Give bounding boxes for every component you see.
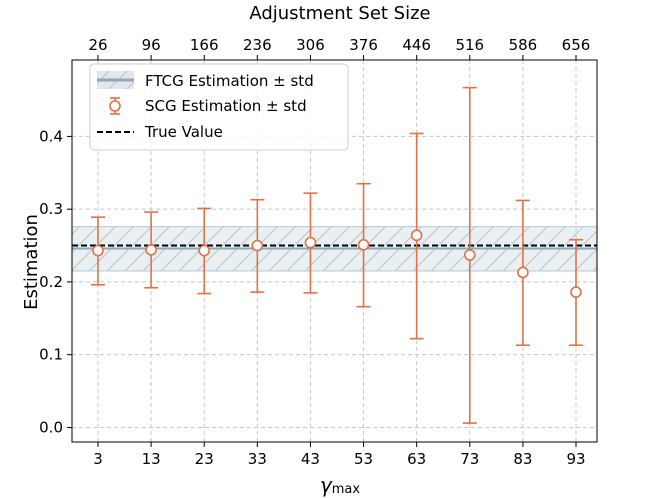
top-x-tick-label: 586 [509, 36, 538, 54]
x-axis-label-main: γ [320, 473, 333, 497]
scg-point [570, 286, 582, 298]
legend-box [89, 63, 349, 151]
y-tick-label: 0.3 [39, 200, 63, 218]
top-x-tick-label: 656 [562, 36, 591, 54]
axis-ticks: 3 26 13 96 23 166 33 236 43 306 53 376 63 446 73 516 83 5… [39, 36, 590, 468]
x-tick-label: 93 [566, 450, 585, 468]
scg-point [463, 249, 476, 261]
scg-point-group [409, 132, 424, 340]
x-tick-label: 23 [195, 450, 214, 468]
scg-point-group [250, 198, 265, 293]
y-tick-label: 0.4 [39, 127, 63, 145]
legend: FTCG Estimation ± std SCG Estimation ± s… [89, 63, 349, 151]
scg-point [145, 244, 157, 256]
legend-scg-marker [109, 100, 121, 112]
legend-true-label: True Value [144, 123, 223, 141]
legend-ftcg-label: FTCG Estimation ± std [145, 72, 314, 90]
x-tick-label: 33 [248, 450, 267, 468]
scg-point [304, 236, 317, 249]
x-tick-label: 13 [142, 450, 161, 468]
x-tick-label: 63 [407, 450, 426, 468]
top-x-tick-label: 376 [349, 36, 378, 54]
x-axis-label: γmax [320, 473, 360, 497]
top-x-tick-label: 26 [88, 36, 107, 54]
x-tick-label: 83 [513, 450, 532, 468]
top-x-tick-label: 446 [402, 36, 431, 54]
top-x-tick-label: 96 [142, 36, 161, 54]
scg-point-group [569, 238, 583, 347]
x-axis-label-subscript: max [332, 482, 361, 497]
scg-point [92, 244, 104, 257]
y-tick-label: 0.1 [39, 346, 63, 364]
scg-point [357, 239, 370, 251]
ftcg-band [71, 226, 598, 272]
scg-error-bars [91, 86, 583, 424]
y-axis-label: Estimation [21, 214, 42, 310]
scg-point-group [356, 182, 371, 308]
scg-point [410, 229, 423, 242]
scg-point-group [91, 216, 105, 286]
legend-scg-label: SCG Estimation ± std [145, 97, 307, 115]
y-tick-label: 0.0 [39, 418, 63, 436]
scg-point [251, 239, 264, 252]
top-x-tick-label: 516 [455, 36, 484, 54]
scg-point-group [462, 86, 477, 424]
plot-frame [71, 59, 598, 443]
scg-point-group [303, 192, 318, 294]
top-x-tick-label: 166 [190, 36, 219, 54]
x-tick-label: 73 [460, 450, 479, 468]
scg-point-group [515, 199, 530, 347]
top-x-tick-label: 236 [243, 36, 272, 54]
top-x-tick-label: 306 [296, 36, 325, 54]
scg-point [198, 244, 211, 257]
x-tick-label: 3 [93, 450, 103, 468]
scg-point-group [197, 207, 212, 295]
x-tick-label: 43 [301, 450, 320, 468]
scg-point [517, 266, 529, 279]
scg-point-group [144, 211, 159, 289]
top-x-axis-label: Adjustment Set Size [249, 3, 430, 24]
x-tick-label: 53 [354, 450, 373, 468]
y-tick-label: 0.2 [39, 273, 63, 291]
